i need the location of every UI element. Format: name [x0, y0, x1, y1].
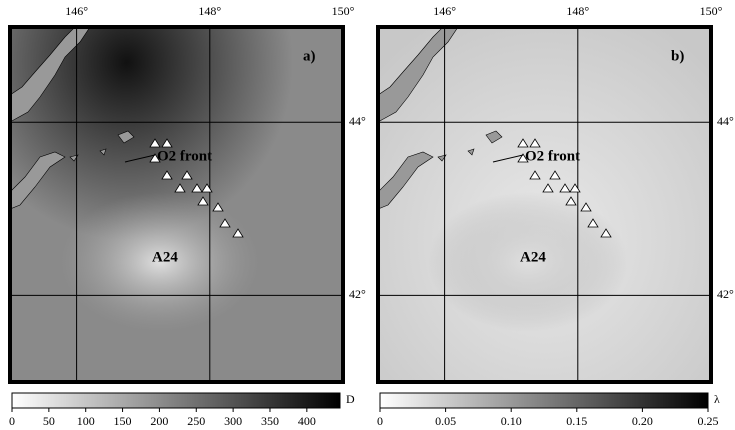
- colorbar-tick-label: 0.20: [632, 414, 653, 428]
- panel-frame: [8, 25, 345, 384]
- station-marker: [181, 170, 193, 180]
- lat-tick-label: 44°: [717, 114, 734, 128]
- panel-frame: [376, 25, 713, 384]
- station-marker: [149, 153, 161, 163]
- colorbar-tick-label: 0.05: [435, 414, 456, 428]
- station-marker: [174, 183, 186, 193]
- station-marker: [191, 183, 203, 193]
- station-marker: [559, 183, 571, 193]
- annotation: O2 front: [157, 148, 212, 164]
- annotation: A24: [520, 249, 546, 265]
- lat-tick-label: 42°: [349, 287, 366, 301]
- station-marker: [149, 138, 161, 148]
- colorbar-tick-label: 100: [77, 414, 95, 428]
- station-marker: [161, 138, 173, 148]
- colorbar: [379, 392, 709, 409]
- colorbar-tick-label: 0.15: [566, 414, 587, 428]
- station-marker: [219, 218, 231, 228]
- lon-tick-label: 148°: [198, 4, 221, 18]
- panel-label: a): [303, 48, 316, 64]
- station-marker: [542, 183, 554, 193]
- lon-tick-label: 148°: [566, 4, 589, 18]
- station-marker: [197, 196, 209, 206]
- map-panel: [376, 25, 713, 384]
- station-marker: [529, 170, 541, 180]
- lon-tick-label: 146°: [433, 4, 456, 18]
- station-marker: [201, 183, 213, 193]
- colorbar-tick-label: 200: [150, 414, 168, 428]
- map-panel: [8, 25, 345, 384]
- colorbar-tick-label: 300: [224, 414, 242, 428]
- station-marker: [565, 196, 577, 206]
- leader-line: [492, 154, 524, 163]
- coastline: [437, 130, 503, 162]
- station-marker: [587, 218, 599, 228]
- colorbar-tick-label: 0.25: [698, 414, 719, 428]
- lon-tick-label: 150°: [700, 4, 723, 18]
- panel-label: b): [671, 48, 684, 64]
- coastline: [69, 130, 135, 162]
- lat-tick-label: 44°: [349, 114, 366, 128]
- station-marker: [517, 138, 529, 148]
- station-marker: [529, 138, 541, 148]
- colorbar: [11, 392, 341, 409]
- station-marker: [161, 170, 173, 180]
- leader-line: [124, 154, 156, 163]
- coastline: [377, 26, 459, 123]
- colorbar-tick-label: 400: [298, 414, 316, 428]
- colorbar-tick-label: 0.10: [501, 414, 522, 428]
- station-marker: [549, 170, 561, 180]
- coastline: [9, 26, 91, 123]
- colorbar-tick-label: 150: [114, 414, 132, 428]
- colorbar-label: D: [346, 392, 355, 406]
- colorbar-tick-label: 0: [377, 414, 383, 428]
- station-marker: [232, 228, 244, 238]
- colorbar-label: λ: [714, 392, 720, 406]
- annotation: A24: [152, 249, 178, 265]
- coastline: [377, 151, 434, 210]
- coastline: [9, 151, 66, 210]
- lon-tick-label: 150°: [332, 4, 355, 18]
- colorbar-tick-label: 350: [261, 414, 279, 428]
- annotation: O2 front: [525, 148, 580, 164]
- colorbar-tick-label: 0: [9, 414, 15, 428]
- lat-tick-label: 42°: [717, 287, 734, 301]
- station-marker: [600, 228, 612, 238]
- station-marker: [580, 202, 592, 212]
- colorbar-tick-label: 250: [187, 414, 205, 428]
- colorbar-tick-label: 50: [43, 414, 55, 428]
- station-marker: [569, 183, 581, 193]
- lon-tick-label: 146°: [65, 4, 88, 18]
- station-marker: [212, 202, 224, 212]
- station-marker: [517, 153, 529, 163]
